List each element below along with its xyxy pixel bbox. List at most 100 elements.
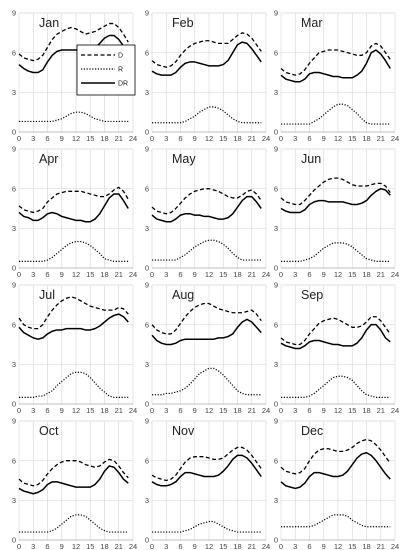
panel-apr: 0 3 6 9 0 3 6 9 12 15 18 21 24 Apr [12,145,137,279]
series-line-d [280,316,391,346]
x-tick-label: 18 [100,542,108,550]
x-tick-label: 18 [100,134,108,143]
x-tick-label: 24 [391,406,399,415]
y-tick-label: 6 [274,184,278,193]
x-tick-label: 3 [164,406,168,415]
y-tick-label: 6 [145,320,149,329]
x-tick-label: 21 [115,542,123,550]
y-tick-label: 3 [145,88,149,97]
x-tick-label: 15 [219,406,227,415]
x-tick-label: 0 [279,270,283,279]
series-line-d [280,177,391,206]
x-tick-label: 21 [377,134,385,143]
x-tick-label: 18 [233,406,241,415]
x-tick-label: 15 [219,134,227,143]
y-tick-label: 3 [12,88,16,97]
x-tick-label: 12 [334,134,342,143]
y-tick-label: 9 [145,145,149,154]
y-tick-label: 0 [12,536,16,545]
y-tick-label: 6 [145,184,149,193]
x-tick-label: 6 [178,406,182,415]
panel-title: Mar [301,16,323,30]
x-tick-label: 12 [334,406,342,415]
series-line-dr [18,465,129,495]
y-tick-label: 6 [145,48,149,57]
y-tick-label: 6 [12,184,16,193]
x-tick-label: 6 [45,406,49,415]
x-tick-label: 0 [279,406,283,415]
series-line-d [151,32,262,68]
x-tick-label: 24 [391,270,399,279]
panel-title: Dec [301,424,323,438]
y-tick-label: 0 [12,128,16,137]
series-line-r [152,520,262,533]
y-tick-label: 9 [12,417,16,426]
x-tick-label: 0 [279,542,283,550]
series-line-r [152,239,262,261]
x-tick-label: 21 [115,270,123,279]
x-tick-label: 6 [178,542,182,550]
legend-label: D [118,53,123,60]
y-tick-label: 3 [274,224,278,233]
x-tick-label: 0 [150,542,154,550]
x-tick-label: 24 [262,134,270,143]
series-line-r [281,242,391,262]
series-line-dr [18,313,129,340]
y-tick-label: 9 [12,281,16,290]
y-tick-label: 3 [274,88,278,97]
panel-may: 0 3 6 9 0 3 6 9 12 15 18 21 24 May [145,145,270,279]
x-tick-label: 15 [86,406,94,415]
x-tick-label: 18 [362,542,370,550]
y-tick-label: 0 [145,128,149,137]
series-line-dr [18,34,129,74]
series-line-d [18,458,129,487]
y-tick-label: 0 [274,128,278,137]
x-tick-label: 24 [129,542,137,550]
x-tick-label: 15 [348,542,356,550]
y-tick-label: 0 [145,400,149,409]
x-tick-label: 6 [307,134,311,143]
x-tick-label: 6 [178,270,182,279]
x-tick-label: 0 [279,134,283,143]
x-tick-label: 18 [233,270,241,279]
panel-feb: 0 3 6 9 0 3 6 9 12 15 18 21 24 Feb [145,9,270,143]
panel-title: Feb [172,16,194,30]
x-tick-label: 6 [307,406,311,415]
panel-jul: 0 3 6 9 0 3 6 9 12 15 18 21 24 Jul [12,281,137,415]
x-tick-label: 24 [262,542,270,550]
legend-label: R [118,67,123,74]
x-tick-label: 24 [391,134,399,143]
series-line-r [152,367,262,396]
y-tick-label: 0 [274,536,278,545]
x-tick-label: 6 [45,134,49,143]
x-tick-label: 18 [362,406,370,415]
x-tick-label: 3 [31,270,35,279]
x-tick-label: 24 [262,406,270,415]
y-tick-label: 3 [145,224,149,233]
y-tick-label: 9 [274,281,278,290]
x-tick-label: 12 [72,542,80,550]
x-tick-label: 12 [205,406,213,415]
x-tick-label: 9 [60,270,64,279]
x-tick-label: 12 [205,134,213,143]
y-tick-label: 0 [12,400,16,409]
y-tick-label: 3 [12,496,16,505]
y-tick-label: 0 [274,400,278,409]
y-tick-label: 6 [12,48,16,57]
legend-box [76,44,136,96]
y-tick-label: 0 [145,536,149,545]
panel-sep: 0 3 6 9 0 3 6 9 12 15 18 21 24 Sep [274,281,399,415]
series-line-r [281,375,391,398]
x-tick-label: 12 [334,542,342,550]
x-tick-label: 3 [31,134,35,143]
x-tick-label: 15 [219,270,227,279]
series-line-dr [280,451,391,490]
series-line-dr [18,193,129,223]
panel-jan: 0 3 6 9 0 3 6 9 12 15 18 21 24 Jan DR DR [12,9,137,143]
x-tick-label: 18 [233,542,241,550]
series-line-d [18,296,129,330]
x-tick-label: 9 [60,406,64,415]
x-tick-label: 21 [248,134,256,143]
x-tick-label: 9 [193,134,197,143]
y-tick-label: 3 [145,496,149,505]
